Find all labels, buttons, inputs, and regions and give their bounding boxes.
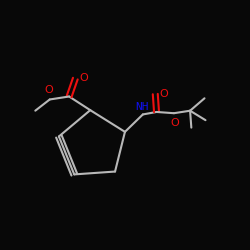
Text: NH: NH [136,102,149,113]
Text: O: O [44,85,53,95]
Text: O: O [170,118,179,128]
Text: O: O [160,88,168,99]
Text: O: O [80,73,88,83]
